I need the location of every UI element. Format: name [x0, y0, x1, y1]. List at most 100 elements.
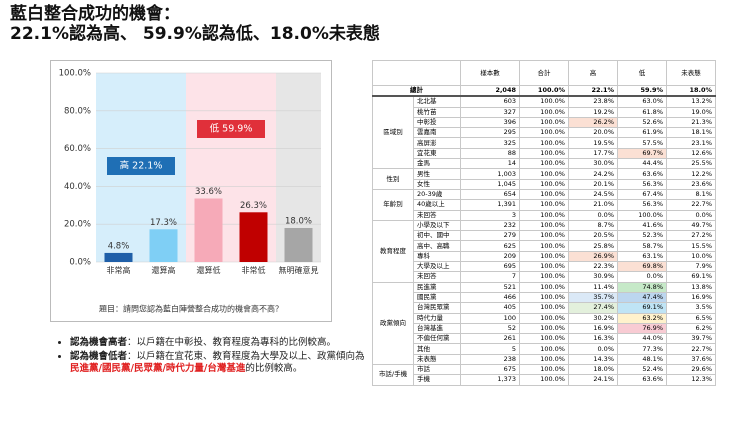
row-label: 40歲以上 — [413, 199, 461, 211]
cell: 625 — [460, 240, 520, 252]
cell: 27.4% — [568, 302, 618, 314]
cell: 100.0% — [519, 147, 569, 160]
cell: 30.2% — [568, 312, 618, 324]
row-label: 市話 — [413, 364, 461, 376]
cell: 22.7% — [666, 199, 716, 211]
cell: 61.9% — [617, 127, 667, 139]
cell: 7.9% — [666, 261, 716, 273]
row-label: 手機 — [413, 374, 461, 386]
value-label: 18.0% — [285, 216, 312, 226]
cell: 521 — [460, 281, 520, 293]
bar — [284, 227, 313, 262]
bullet: 認為機會低者：以戶籍在宜花東、教育程度為大學及以上、政黨傾向為民進黨/國民黨/民… — [70, 351, 365, 375]
row: 女性 1,045 100.0% 20.1% 56.3% 23.6% — [373, 178, 716, 190]
row: 台灣民眾黨 405 100.0% 27.4% 69.1% 3.5% — [373, 302, 716, 314]
row: 未回答 3 100.0% 0.0% 100.0% 0.0% — [373, 209, 716, 221]
cell: 1,045 — [460, 178, 520, 190]
y-tick-label: 0.0% — [69, 258, 91, 268]
cell: 21.0% — [568, 199, 618, 211]
bullet-text: 認為機會高者 — [70, 337, 128, 348]
cell: 100.0% — [519, 374, 569, 386]
column-header: 樣本數 — [460, 60, 520, 86]
group-label: 教育程度 — [372, 219, 414, 283]
group-label: 高 22.1% — [120, 160, 163, 172]
bullets: 認為機會高者：以戶籍在中彰投、教育程度為專科的比例較高。認為機會低者：以戶籍在宜… — [56, 337, 365, 377]
cell: 100.0% — [519, 322, 569, 335]
group-label: 政黨傾向 — [372, 281, 414, 366]
row: 專科 209 100.0% 26.9% 63.1% 10.0% — [373, 250, 716, 263]
value-label: 17.3% — [150, 218, 177, 228]
cell: 41.6% — [617, 219, 667, 232]
cell: 44.0% — [617, 333, 667, 345]
cell: 8.1% — [666, 188, 716, 201]
y-tick-label: 60.0% — [64, 144, 91, 154]
cell: 6.2% — [666, 322, 716, 335]
row-label: 未表態 — [413, 353, 461, 366]
bullet: 認為機會高者：以戶籍在中彰投、教育程度為專科的比例較高。 — [70, 337, 365, 349]
value-label: 4.8% — [108, 241, 130, 251]
cell: 24.5% — [568, 188, 618, 201]
cell: 19.2% — [568, 106, 618, 118]
cell: 22.3% — [568, 261, 618, 273]
cell: 100.0% — [519, 209, 569, 221]
bullet-text: 民進黨/國民黨/民眾黨/時代力量/台灣基進 — [70, 363, 246, 374]
row: 手機 1,373 100.0% 24.1% 63.6% 12.3% — [373, 374, 716, 386]
cell: 325 — [460, 137, 520, 149]
bar — [104, 252, 133, 262]
cell: 37.6% — [666, 353, 716, 366]
cell: 100.0% — [519, 127, 569, 139]
row-label: 女性 — [413, 178, 461, 190]
cell: 209 — [460, 250, 520, 263]
cell: 44.4% — [617, 158, 667, 170]
cell: 100.0% — [617, 209, 667, 221]
cell: 35.7% — [568, 291, 618, 304]
cell: 12.6% — [666, 147, 716, 160]
cell: 30.9% — [568, 271, 618, 283]
cell: 88 — [460, 147, 520, 160]
bar — [239, 212, 268, 262]
row: 金馬 14 100.0% 30.0% 44.4% 25.5% — [373, 158, 716, 170]
cell: 100.0% — [519, 230, 569, 242]
cell: 61.8% — [617, 106, 667, 118]
cell: 21.3% — [666, 116, 716, 129]
group-box — [197, 120, 265, 138]
cell: 100.0% — [519, 106, 569, 118]
cell: 100.0% — [519, 137, 569, 149]
cell: 63.6% — [617, 168, 667, 180]
row-label: 高中、高職 — [413, 240, 461, 252]
cell: 26.9% — [568, 250, 618, 263]
row: 宜花東 88 100.0% 17.7% 69.7% 12.6% — [373, 147, 716, 160]
group-label: 市話/手機 — [372, 364, 414, 386]
header-row: 樣本數 合計高低未表態 — [372, 60, 716, 86]
cell: 1,373 — [460, 374, 520, 386]
cell: 16.9% — [568, 322, 618, 335]
cell: 30.0% — [568, 158, 618, 170]
cell: 67.4% — [617, 188, 667, 201]
cell: 23.6% — [666, 178, 716, 190]
group-label: 區域別 — [372, 95, 414, 170]
cell: 69.7% — [617, 147, 667, 160]
cell: 2,048 — [460, 85, 520, 97]
cell: 232 — [460, 219, 520, 232]
chart: 0.0% 20.0% 40.0% 60.0% 80.0% 100.0% 4.8% 17.3% 3… — [59, 69, 321, 314]
cell: 0.0% — [568, 343, 618, 355]
row: 大學及以上 695 100.0% 22.3% 69.8% 7.9% — [373, 261, 716, 273]
chart-box: 0.0% 20.0% 40.0% 60.0% 80.0% 100.0% 4.8% 17.3% 3… — [50, 60, 332, 322]
bar — [149, 229, 178, 262]
cell: 6.5% — [666, 312, 716, 324]
cell: 29.6% — [666, 364, 716, 376]
row: 高屏澎 325 100.0% 19.5% 57.5% 23.1% — [373, 137, 716, 149]
cell: 100.0% — [519, 188, 569, 201]
cell: 56.3% — [617, 178, 667, 190]
cell: 25.8% — [568, 240, 618, 252]
cell: 100.0% — [519, 302, 569, 314]
row-label: 金馬 — [413, 158, 461, 170]
row-label: 專科 — [413, 250, 461, 263]
x-tick-label: 還算高 — [151, 266, 176, 275]
cell: 52.4% — [617, 364, 667, 376]
cell: 100.0% — [519, 312, 569, 324]
cell: 100.0% — [519, 219, 569, 232]
row-label: 北北基 — [413, 95, 461, 108]
row: 其他 5 100.0% 0.0% 77.3% 22.7% — [373, 343, 716, 355]
x-tick-label: 非常低 — [241, 266, 266, 275]
